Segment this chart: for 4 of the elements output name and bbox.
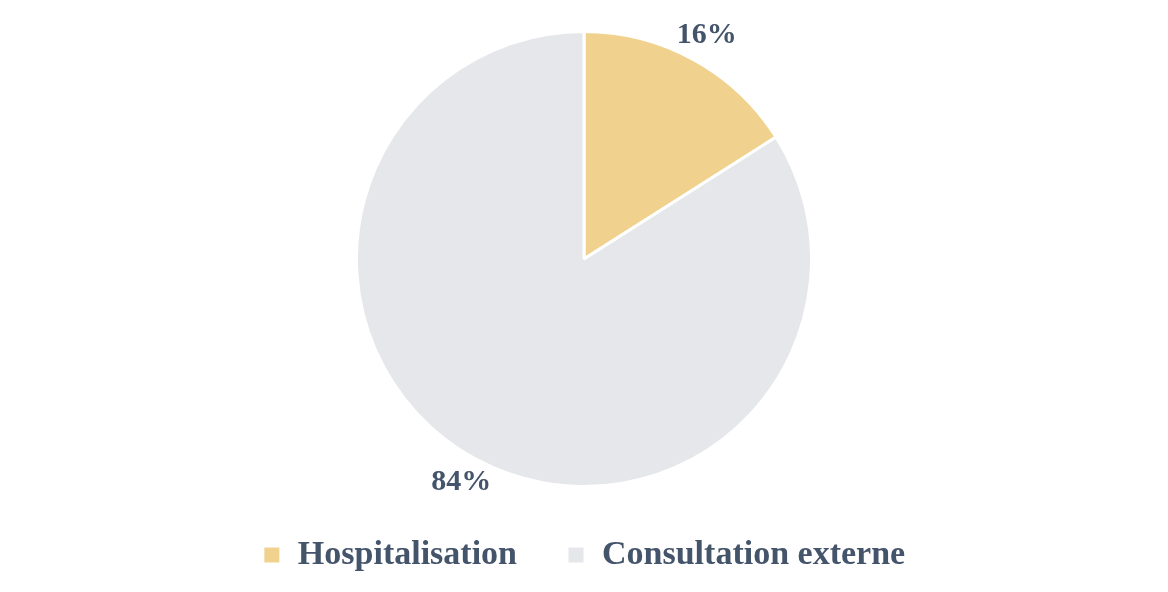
legend-label: Hospitalisation <box>297 533 518 571</box>
data-label: 16% <box>676 16 737 50</box>
legend-label: Consultation externe <box>602 533 906 571</box>
data-label: 84% <box>431 463 492 497</box>
